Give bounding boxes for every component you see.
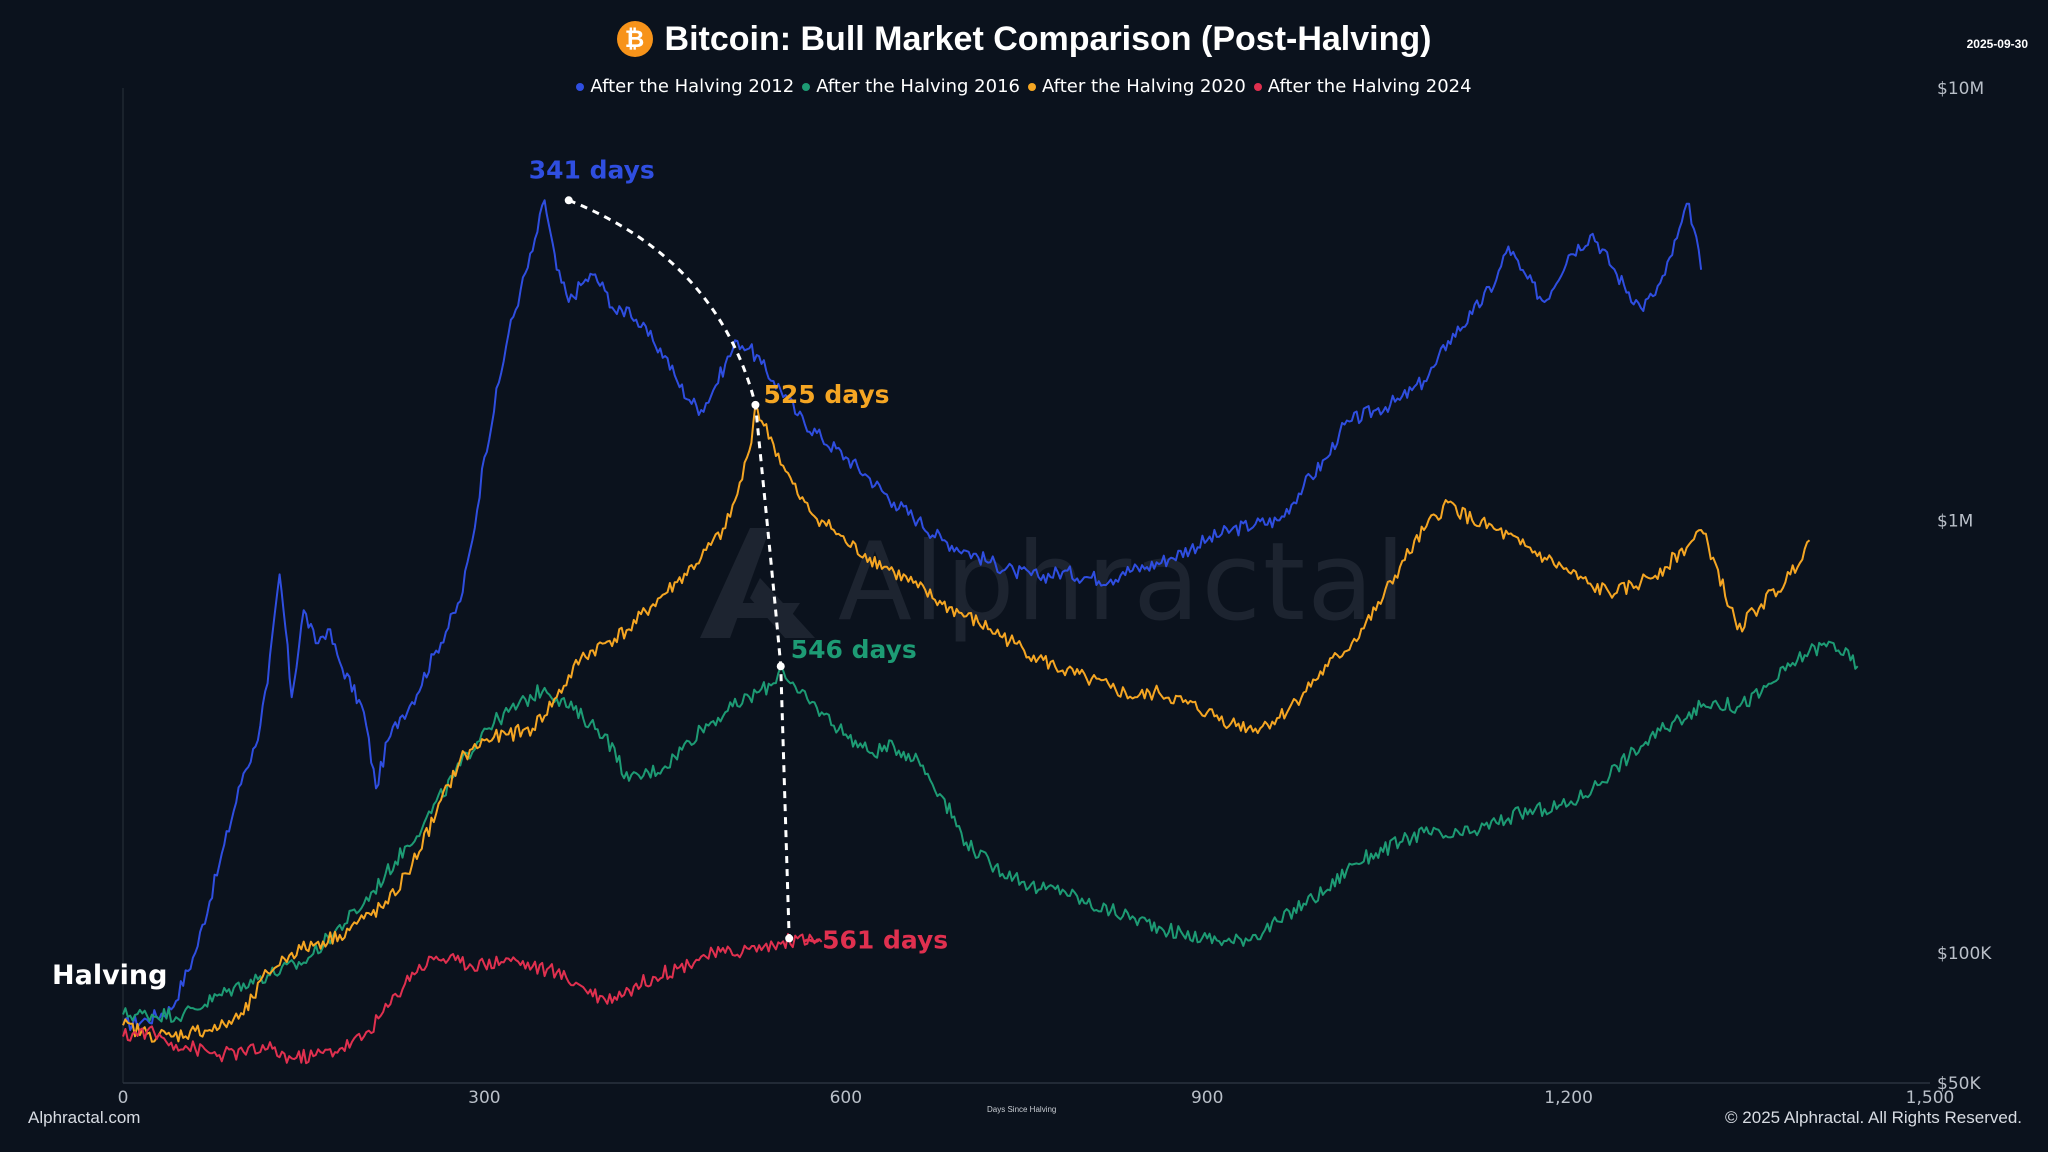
series-line	[122, 199, 1703, 1032]
peak-annotation: ~561 days	[801, 925, 948, 954]
legend-dot-icon	[1253, 82, 1262, 91]
peak-annotation: 546 days	[791, 635, 917, 664]
x-tick-label: 1,500	[1906, 1088, 1955, 1108]
y-tick-label: $1M	[1937, 511, 1973, 531]
bitcoin-icon: ₿	[616, 21, 653, 57]
alphractal-logo-icon	[690, 523, 820, 643]
watermark-text: Alphractal	[838, 520, 1408, 645]
legend-item[interactable]: After the Halving 2024	[1253, 76, 1472, 97]
series-line	[122, 640, 1859, 1023]
chart-title: Bitcoin: Bull Market Comparison (Post-Ha…	[664, 19, 1432, 58]
footer-copyright: © 2025 Alphractal. All Rights Reserved.	[1725, 1108, 2022, 1127]
legend-label: After the Halving 2016	[816, 76, 1020, 97]
peak-marker	[776, 662, 785, 671]
peak-marker	[785, 934, 794, 943]
chart-header: ₿ Bitcoin: Bull Market Comparison (Post-…	[0, 14, 2048, 64]
x-tick-label: 600	[830, 1088, 862, 1108]
legend-item[interactable]: After the Halving 2016	[802, 76, 1020, 97]
peak-annotation: 341 days	[529, 155, 655, 184]
chart-legend: After the Halving 2012 After the Halving …	[0, 76, 2048, 97]
x-axis-label: Days Since Halving	[987, 1105, 1057, 1114]
legend-dot-icon	[1028, 82, 1036, 91]
peak-trend-line	[568, 198, 791, 939]
chart-annotations: 341 days 525 days 546 days ~561 days	[529, 155, 948, 954]
watermark: Alphractal	[690, 520, 1407, 645]
x-tick-label: 900	[1191, 1088, 1223, 1108]
x-tick-label: 0	[118, 1088, 129, 1108]
chart-axes: 0 300 600 900 1,200 1,500$50K $100K $1M $10M	[118, 79, 1993, 1108]
x-tick-label: 300	[468, 1088, 500, 1108]
y-tick-label: $50K	[1937, 1074, 1981, 1094]
y-tick-label: $100K	[1937, 944, 1992, 964]
legend-item[interactable]: After the Halving 2020	[1028, 76, 1246, 97]
legend-label: After the Halving 2024	[1267, 76, 1472, 97]
legend-label: After the Halving 2020	[1042, 76, 1246, 97]
legend-label: After the Halving 2012	[590, 76, 795, 97]
footer-site: Alphractal.com	[28, 1108, 141, 1127]
x-tick-label: 1,200	[1544, 1088, 1593, 1108]
legend-dot-icon	[576, 82, 585, 91]
chart-date: 2025-09-30	[1966, 37, 2028, 51]
peak-marker	[564, 196, 573, 205]
series-line	[122, 933, 823, 1065]
series-line	[122, 403, 1811, 1043]
halving-label: Halving	[52, 960, 168, 991]
peak-annotation: 525 days	[763, 380, 889, 409]
legend-item[interactable]: After the Halving 2012	[576, 76, 794, 97]
peak-marker	[751, 400, 760, 409]
legend-dot-icon	[802, 82, 811, 91]
y-tick-label: $10M	[1937, 79, 1984, 99]
chart-series	[122, 199, 1859, 1065]
